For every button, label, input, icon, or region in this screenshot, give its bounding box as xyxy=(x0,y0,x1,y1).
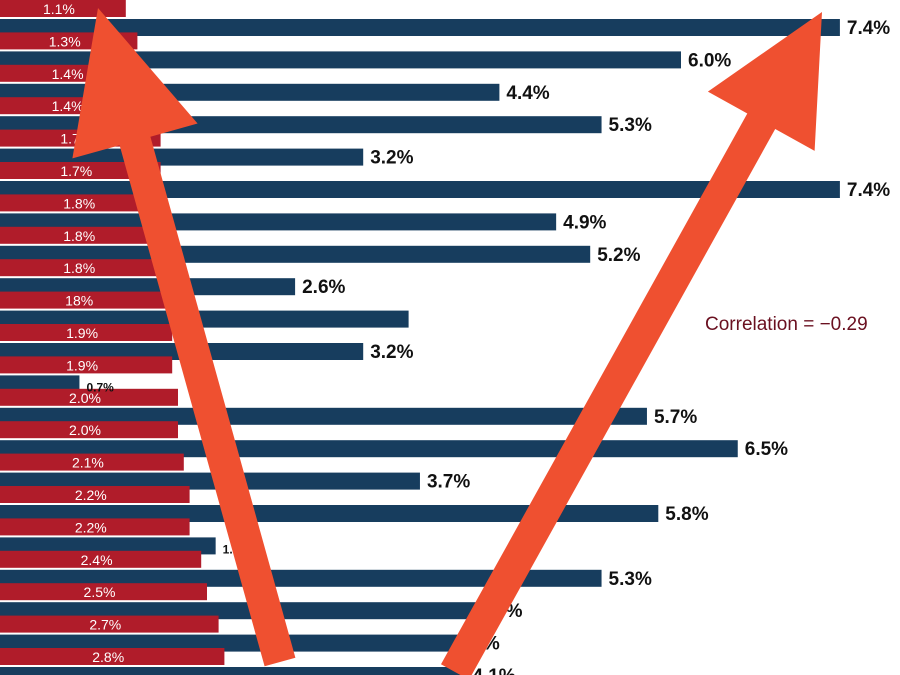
red-bar xyxy=(0,421,178,439)
red-bar xyxy=(0,453,184,471)
red-bar xyxy=(0,324,173,341)
red-value-label: 2.8% xyxy=(92,649,124,665)
blue-value-label: 6.5% xyxy=(745,439,788,460)
blue-bar xyxy=(0,634,466,652)
blue-bar xyxy=(0,245,591,263)
red-value-label: 18% xyxy=(65,293,93,309)
red-value-label: 2.0% xyxy=(69,390,101,406)
red-bar xyxy=(0,226,167,244)
blue-value-label: 2.6% xyxy=(302,277,345,298)
blue-value-label: 4.1% xyxy=(472,666,515,675)
red-value-label: 1.8% xyxy=(63,195,95,211)
red-bar xyxy=(0,388,178,406)
red-bar xyxy=(0,194,167,212)
blue-value-label: 5.2% xyxy=(597,245,640,266)
left-up-arrow-icon xyxy=(72,8,296,667)
blue-bar xyxy=(0,440,738,458)
blue-bar xyxy=(0,569,602,587)
red-bar xyxy=(0,583,207,601)
red-bar xyxy=(0,518,190,536)
right-up-arrow-icon xyxy=(441,12,822,675)
red-bar xyxy=(0,648,225,665)
red-value-label: 1.4% xyxy=(52,98,84,114)
blue-bar xyxy=(0,472,420,490)
red-value-label: 2.4% xyxy=(81,552,113,568)
trend-arrows xyxy=(72,8,822,675)
blue-value-label: 3.2% xyxy=(370,342,413,363)
blue-bar xyxy=(0,505,659,522)
red-value-label: 2.7% xyxy=(89,617,121,633)
blue-bar xyxy=(0,310,409,328)
red-value-label: 1.8% xyxy=(63,260,95,276)
red-bar xyxy=(0,291,167,309)
red-value-label: 2.5% xyxy=(84,584,116,600)
red-bar xyxy=(0,486,190,503)
red-bar xyxy=(0,259,167,277)
blue-value-label: 5.7% xyxy=(654,407,697,428)
blue-bar xyxy=(0,51,681,69)
red-value-label: 2.2% xyxy=(75,519,107,535)
blue-value-label: 4.4% xyxy=(506,83,549,104)
blue-value-label: 5.3% xyxy=(609,115,652,136)
blue-bar xyxy=(0,375,80,393)
blue-value-label: 3.2% xyxy=(370,148,413,169)
blue-bar xyxy=(0,602,489,620)
red-value-label: 2.2% xyxy=(75,487,107,503)
blue-bar xyxy=(0,213,557,231)
red-value-label: 1.9% xyxy=(66,357,98,373)
blue-value-label: 4.9% xyxy=(563,212,606,233)
blue-bar xyxy=(0,537,216,555)
red-value-label: 1.9% xyxy=(66,325,98,341)
red-value-label: 1.4% xyxy=(52,66,84,82)
red-bar xyxy=(0,550,202,568)
blue-bar xyxy=(0,667,466,675)
blue-value-label: 7.4% xyxy=(847,180,890,201)
red-value-label: 1.1% xyxy=(43,1,75,17)
red-bar xyxy=(0,162,161,179)
blue-bar xyxy=(0,278,296,296)
red-bar xyxy=(0,356,173,374)
red-value-label: 1.7% xyxy=(60,163,92,179)
blue-value-label: 5.3% xyxy=(609,569,652,590)
blue-value-label: 5.8% xyxy=(665,504,708,525)
blue-value-label: 6.0% xyxy=(688,50,731,71)
blue-bar xyxy=(0,181,840,198)
blue-series-bars xyxy=(0,19,840,675)
red-value-label: 2.0% xyxy=(69,422,101,438)
correlation-annotation: Correlation = −0.29 xyxy=(705,314,868,335)
red-bar xyxy=(0,0,126,17)
red-bar xyxy=(0,615,219,633)
red-value-label: 1.3% xyxy=(49,33,81,49)
red-value-label: 1.8% xyxy=(63,228,95,244)
blue-value-label: 0.7% xyxy=(86,380,114,394)
red-value-label: 2.1% xyxy=(72,455,104,471)
blue-bar xyxy=(0,407,647,425)
blue-bar xyxy=(0,19,840,36)
blue-value-label: 7.4% xyxy=(847,18,890,39)
blue-value-label: 3.7% xyxy=(427,472,470,493)
